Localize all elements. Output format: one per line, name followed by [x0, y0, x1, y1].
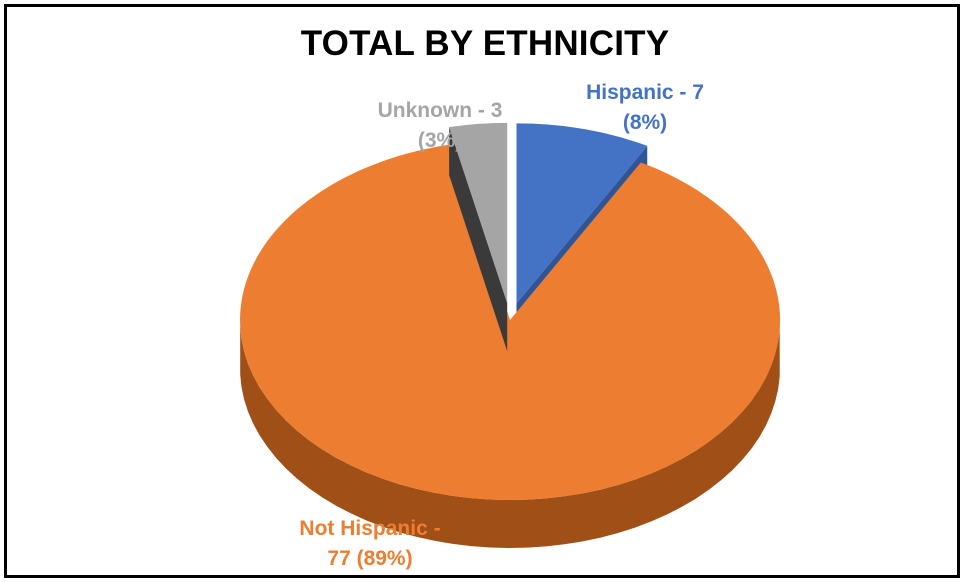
pie-slice-top-unknown [449, 122, 508, 303]
data-label-not-hispanic-line1: Not Hispanic - [299, 517, 441, 540]
pie-slice-side-not-hispanic [240, 326, 780, 548]
pie-slice-not-hispanic [240, 144, 781, 548]
data-label-hispanic: Hispanic - 7 (8%) [555, 78, 735, 138]
data-label-hispanic-line1: Hispanic - 7 [586, 81, 704, 104]
data-label-not-hispanic-line2: 77 (89%) [327, 547, 413, 570]
pie-slice-wall-unknown [449, 127, 508, 351]
data-label-unknown: Unknown - 3 (3%) [345, 96, 535, 156]
pie-slice-top-hispanic [516, 123, 648, 304]
pie-slice-unknown [449, 122, 508, 351]
data-label-hispanic-line2: (8%) [622, 111, 668, 134]
chart-title: TOTAL BY ETHNICITY [300, 24, 670, 63]
data-label-not-hispanic: Not Hispanic - 77 (89%) [270, 514, 470, 574]
data-label-unknown-line2: (3%) [417, 129, 463, 152]
pie-slice-top-not-hispanic [240, 144, 781, 500]
data-label-unknown-line1: Unknown - 3 [377, 99, 503, 122]
